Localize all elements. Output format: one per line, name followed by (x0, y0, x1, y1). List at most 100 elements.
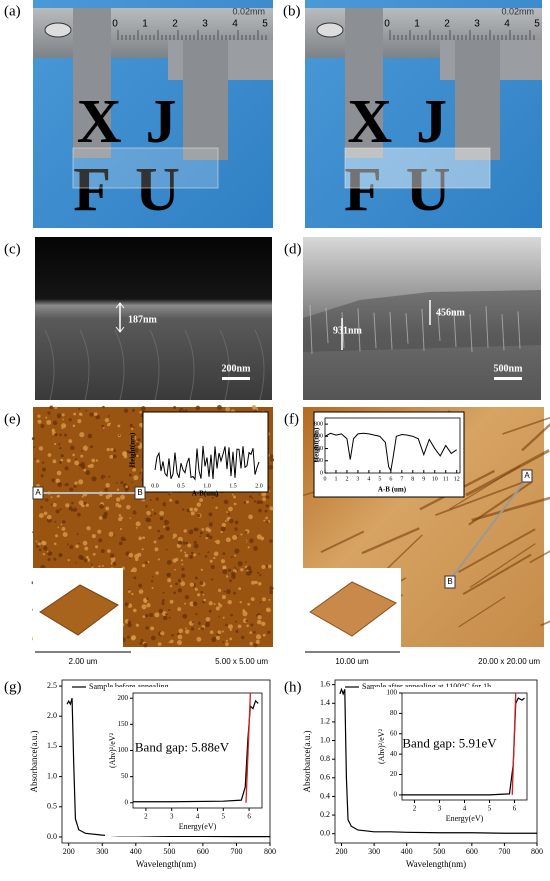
ruler-number: 0 (384, 19, 390, 30)
inset-x-tick-label: 11 (443, 476, 449, 482)
scan-size: 5.00 x 5.00 um (215, 657, 268, 666)
afm-grain (158, 608, 163, 614)
afm-grain (49, 405, 54, 410)
afm-grain (228, 624, 233, 630)
inset-y-tick-label: 800 (314, 421, 323, 427)
afm-grain (247, 602, 251, 606)
afm-grain (174, 500, 180, 505)
afm-grain (65, 503, 70, 508)
afm-grain (193, 527, 197, 532)
afm-grain (227, 568, 232, 572)
afm-grain (46, 551, 49, 553)
afm-grain (185, 629, 190, 634)
afm-grain (234, 554, 237, 557)
afm-grain (231, 493, 234, 496)
afm-grain (228, 506, 233, 512)
afm-grain (54, 520, 57, 523)
inset-x-tick-label: 0.0 (151, 483, 159, 489)
marker-box (444, 575, 456, 589)
afm-grain (145, 626, 149, 630)
x-tick-label: 700 (498, 847, 510, 856)
afm-grain (54, 406, 58, 410)
afm-streak (458, 528, 536, 573)
afm-grain (67, 559, 70, 562)
panel-label: (g) (4, 679, 22, 695)
x-tick-label: 2 (413, 805, 417, 813)
y-tick-label: 1.4 (320, 698, 330, 707)
inset-x-tick-label: 8 (411, 476, 414, 482)
afm-grain (132, 608, 137, 613)
afm-grain (75, 544, 79, 549)
afm-grain (71, 501, 74, 505)
afm-grain (135, 623, 139, 627)
afm-grain (201, 627, 205, 630)
afm-grain (138, 536, 143, 541)
y-tick-label: 2.0 (47, 711, 57, 720)
afm-grain (146, 597, 149, 600)
marker-box (134, 486, 146, 500)
afm-grain (184, 594, 190, 600)
afm-grain (112, 561, 117, 566)
y-tick-label: 60 (390, 729, 398, 737)
afm-grain (53, 557, 57, 561)
y-tick-label: 1.0 (320, 735, 330, 744)
afm-grain (122, 451, 128, 457)
afm-grain (266, 608, 269, 611)
afm-grain (207, 621, 210, 624)
afm-grain (208, 609, 212, 613)
afm-grain (263, 519, 266, 522)
afm-grain (49, 552, 53, 555)
afm-grain (150, 635, 156, 641)
afm-grain (225, 575, 229, 578)
sem-streak (437, 311, 441, 341)
inset-y-label: Height(nm) (129, 432, 137, 467)
afm-grain (150, 580, 154, 583)
afm-grain (105, 494, 110, 500)
afm-grain (269, 609, 272, 612)
afm-grain (165, 613, 168, 616)
afm-grain (213, 603, 216, 606)
afm-grain (133, 448, 139, 453)
afm-grain (207, 551, 210, 554)
afm-grain (61, 526, 66, 531)
afm-grain (166, 560, 172, 565)
afm-grain (211, 496, 214, 499)
sem-image (35, 237, 272, 400)
y-tick-label: 2.5 (47, 681, 57, 690)
afm-grain (231, 571, 236, 577)
x-tick-label: 6 (513, 805, 517, 813)
sem-streak (114, 329, 125, 401)
afm-grain (35, 540, 38, 543)
sem-streak (219, 329, 230, 401)
afm-grain (193, 553, 197, 557)
afm-grain (254, 580, 258, 585)
afm-grain (169, 498, 173, 502)
panel-label: (f) (284, 411, 299, 427)
afm-grain (222, 565, 227, 570)
afm-grain (182, 541, 186, 545)
afm-grain (54, 432, 58, 437)
afm-grain (173, 405, 177, 409)
afm-grain (168, 608, 171, 612)
afm-grain (108, 531, 114, 537)
afm-grain (127, 620, 132, 624)
afm-grain (146, 517, 152, 523)
inset-background (105, 687, 266, 836)
afm-grain (50, 496, 53, 499)
afm-grain (43, 511, 48, 516)
afm-grain (264, 509, 268, 513)
afm-grain (203, 598, 207, 602)
afm-grain (157, 642, 162, 646)
afm-grain (131, 427, 134, 431)
afm-grain (218, 615, 221, 618)
afm-grain (248, 514, 253, 520)
afm-grain (199, 498, 203, 503)
afm-grain (141, 563, 146, 568)
sem-streak (44, 329, 55, 401)
afm-grain (149, 498, 152, 501)
sem-streak (389, 311, 393, 350)
sem-streak (405, 313, 409, 344)
afm-grain (208, 522, 213, 527)
afm-grain (113, 449, 117, 452)
afm-grain (117, 504, 122, 508)
